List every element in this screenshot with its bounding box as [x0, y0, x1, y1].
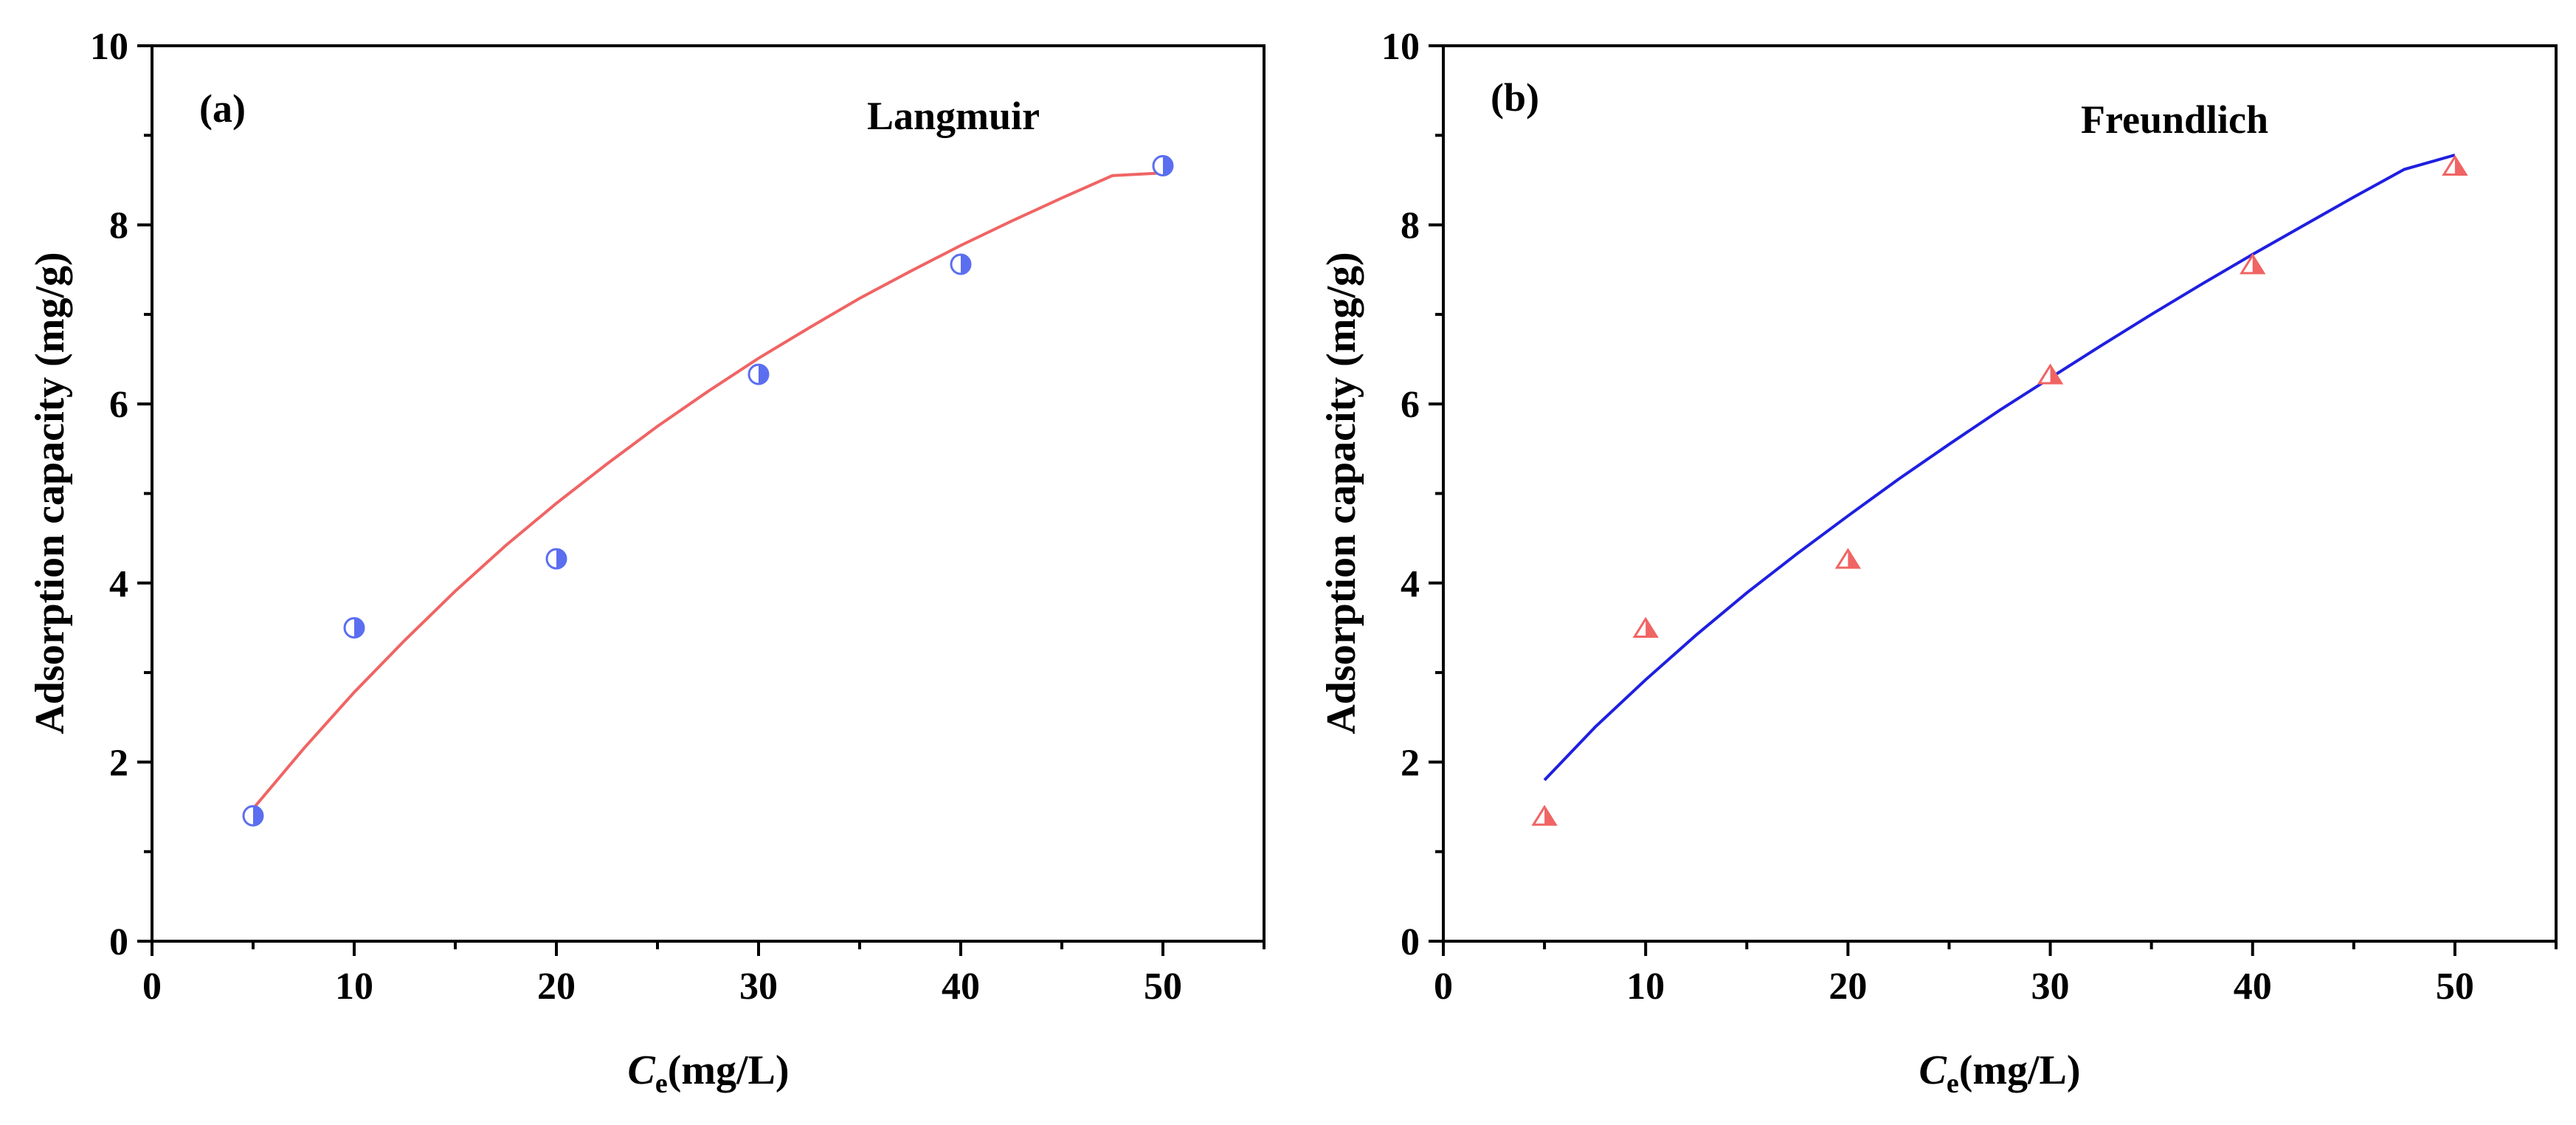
y-tick-label: 0: [109, 921, 128, 963]
marker-fill: [253, 806, 263, 826]
data-points: [242, 155, 1174, 827]
marker-fill: [1163, 156, 1173, 176]
y-tick-label: 8: [109, 205, 128, 247]
x-tick-label: 50: [2436, 966, 2474, 1008]
marker-fill: [759, 365, 768, 385]
fit-curve: [252, 171, 1164, 810]
data-point: [950, 253, 972, 275]
y-tick-label: 4: [109, 563, 128, 605]
x-axis-label-symbol: C: [627, 1047, 655, 1093]
marker-fill: [1646, 619, 1657, 637]
marker-fill: [2454, 156, 2466, 175]
data-point: [747, 363, 770, 385]
x-tick-label: 0: [142, 966, 162, 1008]
x-tick-label: 40: [942, 966, 980, 1008]
y-axis-label: Adsorption capacity (mg/g): [1319, 252, 1364, 734]
x-tick-label: 10: [1626, 966, 1665, 1008]
y-tick-label: 6: [1401, 384, 1420, 426]
panel-b: 0 10 20 30 40 50 0 2 4 6 8 10 (b) Freundlich Adsorp…: [1319, 26, 2558, 1099]
x-axis-label-symbol: C: [1919, 1047, 1947, 1093]
x-axis-label-subscript: e: [1947, 1068, 1959, 1099]
data-point: [1632, 616, 1659, 638]
plot-frame: [151, 44, 1265, 943]
marker-fill: [556, 549, 567, 569]
x-tick-label: 20: [537, 966, 576, 1008]
x-tick-label: 30: [2031, 966, 2070, 1008]
x-axis-label: Ce(mg/L): [1919, 1047, 2080, 1099]
panel-label: (a): [199, 86, 246, 131]
x-axis-label-subscript: e: [655, 1068, 668, 1099]
y-tick-label: 2: [109, 742, 128, 784]
x-tick-label: 30: [739, 966, 778, 1008]
marker-fill: [961, 254, 970, 274]
x-axis-label-units: (mg/L): [1959, 1047, 2081, 1093]
marker-fill: [1848, 550, 1860, 568]
data-point: [1834, 548, 1862, 569]
data-point: [242, 805, 264, 827]
x-tick-label: 50: [1144, 966, 1182, 1008]
data-points: [1531, 154, 2468, 826]
marker-fill: [2252, 255, 2264, 273]
x-tick-label: 40: [2234, 966, 2272, 1008]
model-label: Langmuir: [867, 94, 1040, 138]
marker-fill: [2050, 365, 2062, 384]
data-point: [545, 548, 567, 570]
x-tick-label: 10: [335, 966, 373, 1008]
y-tick-label: 0: [1401, 921, 1420, 963]
model-label: Freundlich: [2081, 97, 2268, 142]
data-point: [343, 616, 365, 639]
y-tick-label: 4: [1401, 563, 1420, 605]
x-tick-label: 0: [1434, 966, 1453, 1008]
panel-label: (b): [1491, 75, 1539, 120]
x-axis-label: Ce(mg/L): [627, 1047, 789, 1099]
ticks: 0 10 20 30 40 50 0 2 4 6 8 10: [1381, 26, 2558, 1008]
y-tick-label: 10: [1381, 26, 1420, 68]
data-point: [1152, 155, 1174, 177]
y-axis-label: Adsorption capacity (mg/g): [27, 252, 73, 734]
data-point: [2240, 253, 2266, 275]
y-tick-label: 10: [90, 26, 128, 68]
panel-a: 0 10 20 30 40 50 0 2 4 6 8 10 (a) Langmuir Adsorpti…: [27, 26, 1265, 1099]
y-tick-label: 6: [109, 384, 128, 426]
marker-fill: [1544, 807, 1556, 825]
data-point: [1531, 805, 1558, 826]
fit-curve: [1543, 154, 2456, 782]
fit-curve-group: [1543, 154, 2456, 782]
data-point: [2442, 154, 2468, 176]
x-tick-label: 20: [1829, 966, 1867, 1008]
fit-curve-group: [252, 171, 1164, 810]
y-tick-label: 8: [1401, 205, 1420, 247]
plot-frame: [1442, 44, 2558, 943]
data-point: [2037, 363, 2064, 385]
ticks: 0 10 20 30 40 50 0 2 4 6 8 10: [90, 26, 1265, 1008]
y-tick-label: 2: [1401, 742, 1420, 784]
x-axis-label-units: (mg/L): [668, 1047, 790, 1093]
marker-fill: [354, 618, 364, 638]
